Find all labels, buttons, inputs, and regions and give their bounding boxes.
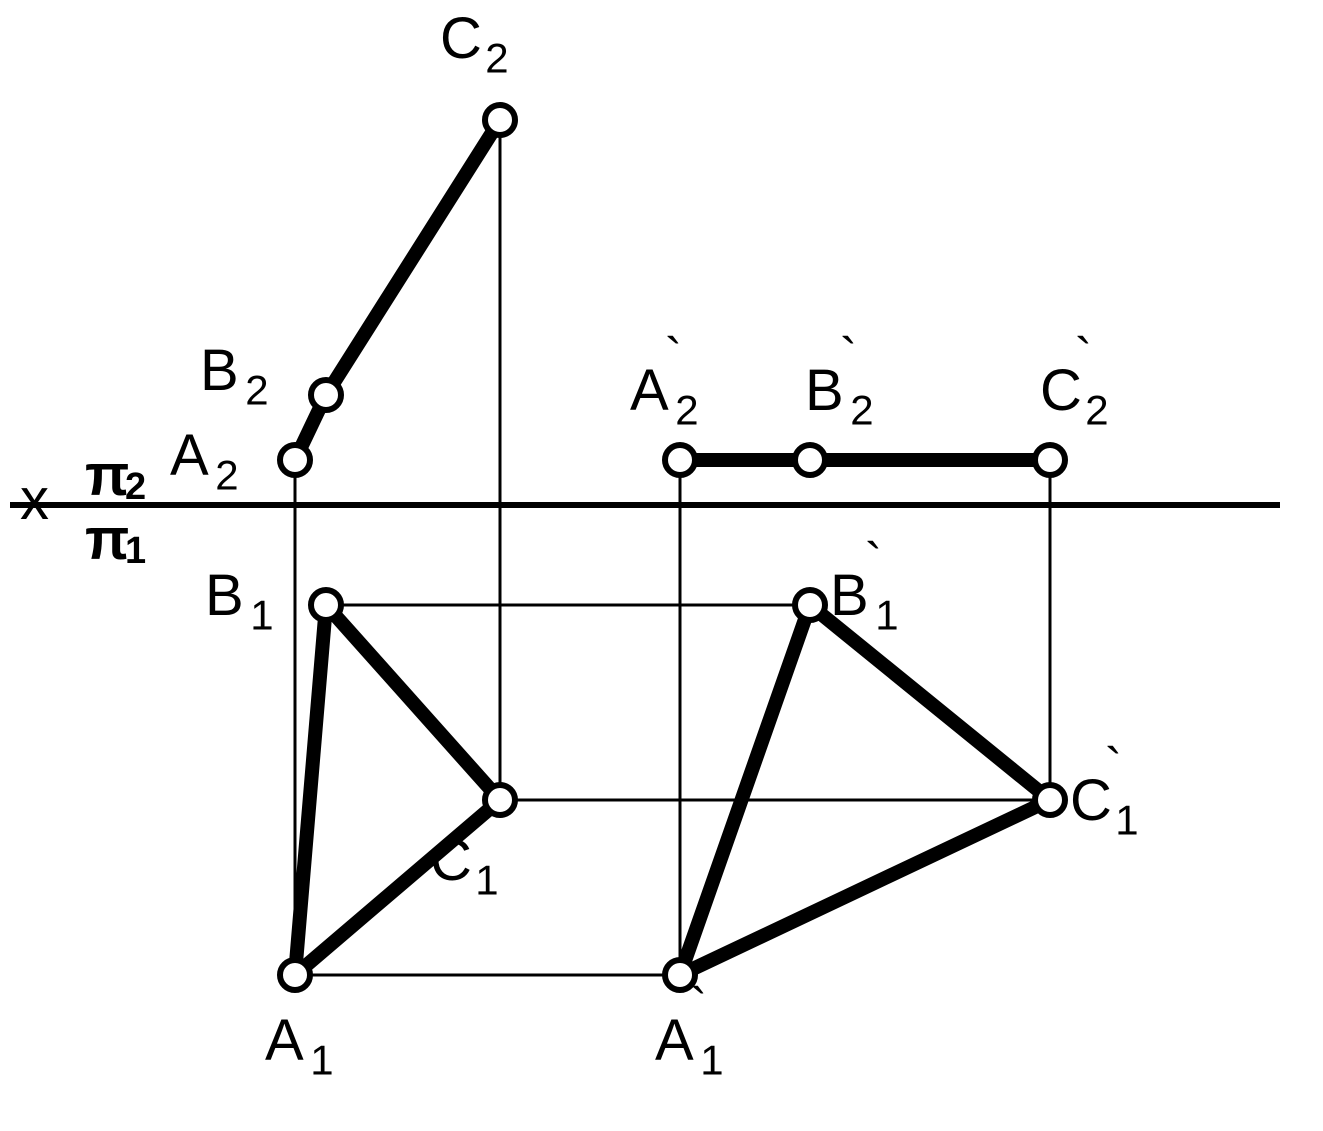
label-sub: 1 [875,592,898,639]
label-base: C [430,828,472,893]
prime-mark: ` [865,533,882,591]
prime-mark: ` [1105,738,1122,796]
node-B2 [311,380,341,410]
label-base: B [205,563,244,628]
label-base: A [630,358,669,423]
pi1-label: π [85,507,129,572]
label-C1: C1 [430,828,499,904]
geometry-diagram: C2B2A2A2`B2`C2`B1B1`C1C1`A1A1`xπ2π1 [0,0,1323,1131]
label-Bp2: B2` [805,328,874,434]
label-sub: 1 [700,1037,723,1084]
label-Cp2: C2` [1040,328,1109,434]
node-C2 [485,105,515,135]
node-Cp2 [1035,445,1065,475]
label-sub: 1 [475,857,498,904]
label-A1: A1 [265,1008,334,1084]
label-sub: 1 [250,592,273,639]
prime-mark: ` [840,328,857,386]
bold-edges [295,120,1050,975]
node-Bp1 [795,590,825,620]
label-Ap2: A2` [630,328,699,434]
label-base: B [830,563,869,628]
label-base: A [170,423,209,488]
segment [326,605,500,800]
node-B1 [311,590,341,620]
label-Ap1: A1` [655,978,724,1084]
label-sub: 2 [215,452,238,499]
pi2-label: π [85,443,129,508]
prime-mark: ` [665,328,682,386]
prime-mark: ` [690,978,707,1036]
node-A1 [280,960,310,990]
label-base: B [805,358,844,423]
segment [810,605,1050,800]
segment [326,120,500,395]
label-Cp1: C1` [1070,738,1139,844]
node-Bp2 [795,445,825,475]
nodes [280,105,1065,990]
node-C1 [485,785,515,815]
label-Bp1: B1` [830,533,899,639]
label-sub: 2 [1085,387,1108,434]
label-base: C [440,6,482,71]
label-sub: 2 [245,367,268,414]
label-C2: C2 [440,6,509,82]
label-sub: 1 [310,1037,333,1084]
label-sub: 2 [675,387,698,434]
label-base: B [200,338,239,403]
label-sub: 1 [1115,797,1138,844]
label-B2: B2 [200,338,269,414]
pi2-sub: 2 [125,466,146,508]
label-base: A [265,1008,304,1073]
node-Cp1 [1035,785,1065,815]
label-sub: 2 [485,35,508,82]
node-A2 [280,445,310,475]
label-sub: 2 [850,387,873,434]
label-A2: A2 [170,423,239,499]
node-Ap2 [665,445,695,475]
label-B1: B1 [205,563,274,639]
prime-mark: ` [1075,328,1092,386]
segment [295,605,326,975]
pi1-sub: 1 [125,530,146,572]
axis-x-label: x [20,467,49,532]
label-base: A [655,1008,694,1073]
